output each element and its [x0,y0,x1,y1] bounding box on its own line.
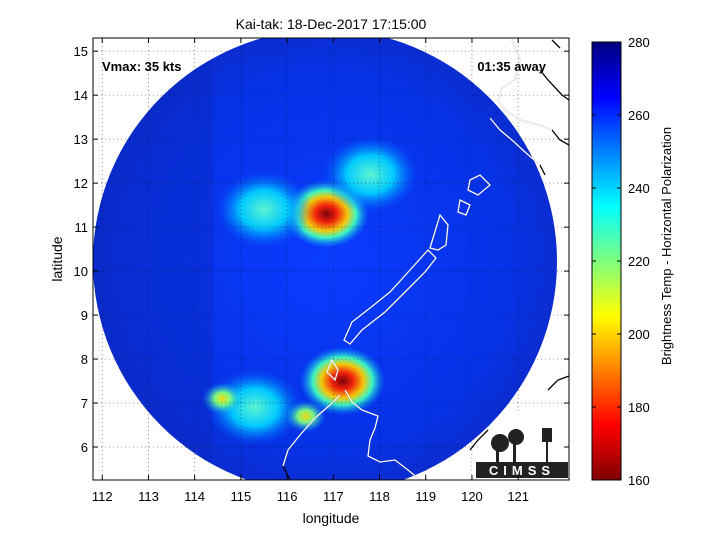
y-axis-ticks: 6 7 8 9 10 11 12 13 14 15 [74,44,569,455]
y-tick-label: 13 [74,132,88,147]
y-tick-label: 7 [81,396,88,411]
grid-lines [93,38,569,480]
x-tick-label: 113 [138,489,159,504]
colorbar-tick-label: 280 [628,35,650,50]
y-axis-label: latitude [49,236,65,281]
vmax-annotation: Vmax: 35 kts [102,59,182,74]
cimss-logo: CIMSS [472,411,569,480]
x-tick-label: 114 [184,489,205,504]
cold-core-1 [300,347,386,416]
colorbar-tick-label: 160 [628,473,650,488]
swath-disc [93,38,557,480]
x-tick-label: 116 [277,489,298,504]
swath-image [93,38,557,480]
colorbar-tick-label: 180 [628,400,650,415]
y-tick-label: 8 [81,352,88,367]
colorbar-tick-label: 200 [628,327,650,342]
y-tick-label: 12 [74,176,88,191]
x-tick-label: 112 [92,489,113,504]
x-tick-label: 117 [323,489,344,504]
colorbar-ticks: 160 180 200 220 240 260 280 [592,35,650,488]
time-away-annotation: 01:35 away [477,59,546,74]
cold-core-3 [216,171,312,248]
cold-core-5 [285,400,326,433]
colorbar-tick-label: 240 [628,181,650,196]
x-tick-label: 118 [369,489,390,504]
y-tick-label: 14 [74,88,88,103]
colorbar-tick-label: 260 [628,108,650,123]
colorbar-label: Brightness Temp - Horizontal Polarizatio… [659,127,674,365]
axes-frame [92,37,570,481]
x-tick-label: 115 [231,489,252,504]
y-tick-label: 6 [81,440,88,455]
cold-core-6 [202,382,243,415]
x-axis-label: longitude [303,510,360,526]
cimss-logo-text: CIMSS [489,463,555,478]
chart-title: Kai-tak: 18-Dec-2017 17:15:00 [236,16,427,32]
y-tick-label: 10 [74,264,88,279]
cold-core-2 [322,136,418,213]
x-tick-label: 121 [507,489,529,504]
colorbar [591,41,622,481]
y-tick-label: 11 [75,220,89,235]
coastlines [282,39,569,480]
x-tick-label: 119 [415,489,436,504]
x-axis-ticks: 112 113 114 115 116 117 118 119 120 121 [92,38,529,504]
x-tick-label: 120 [461,489,483,504]
y-tick-label: 15 [74,44,88,59]
colorbar-tick-label: 220 [628,254,650,269]
y-tick-label: 9 [81,308,88,323]
